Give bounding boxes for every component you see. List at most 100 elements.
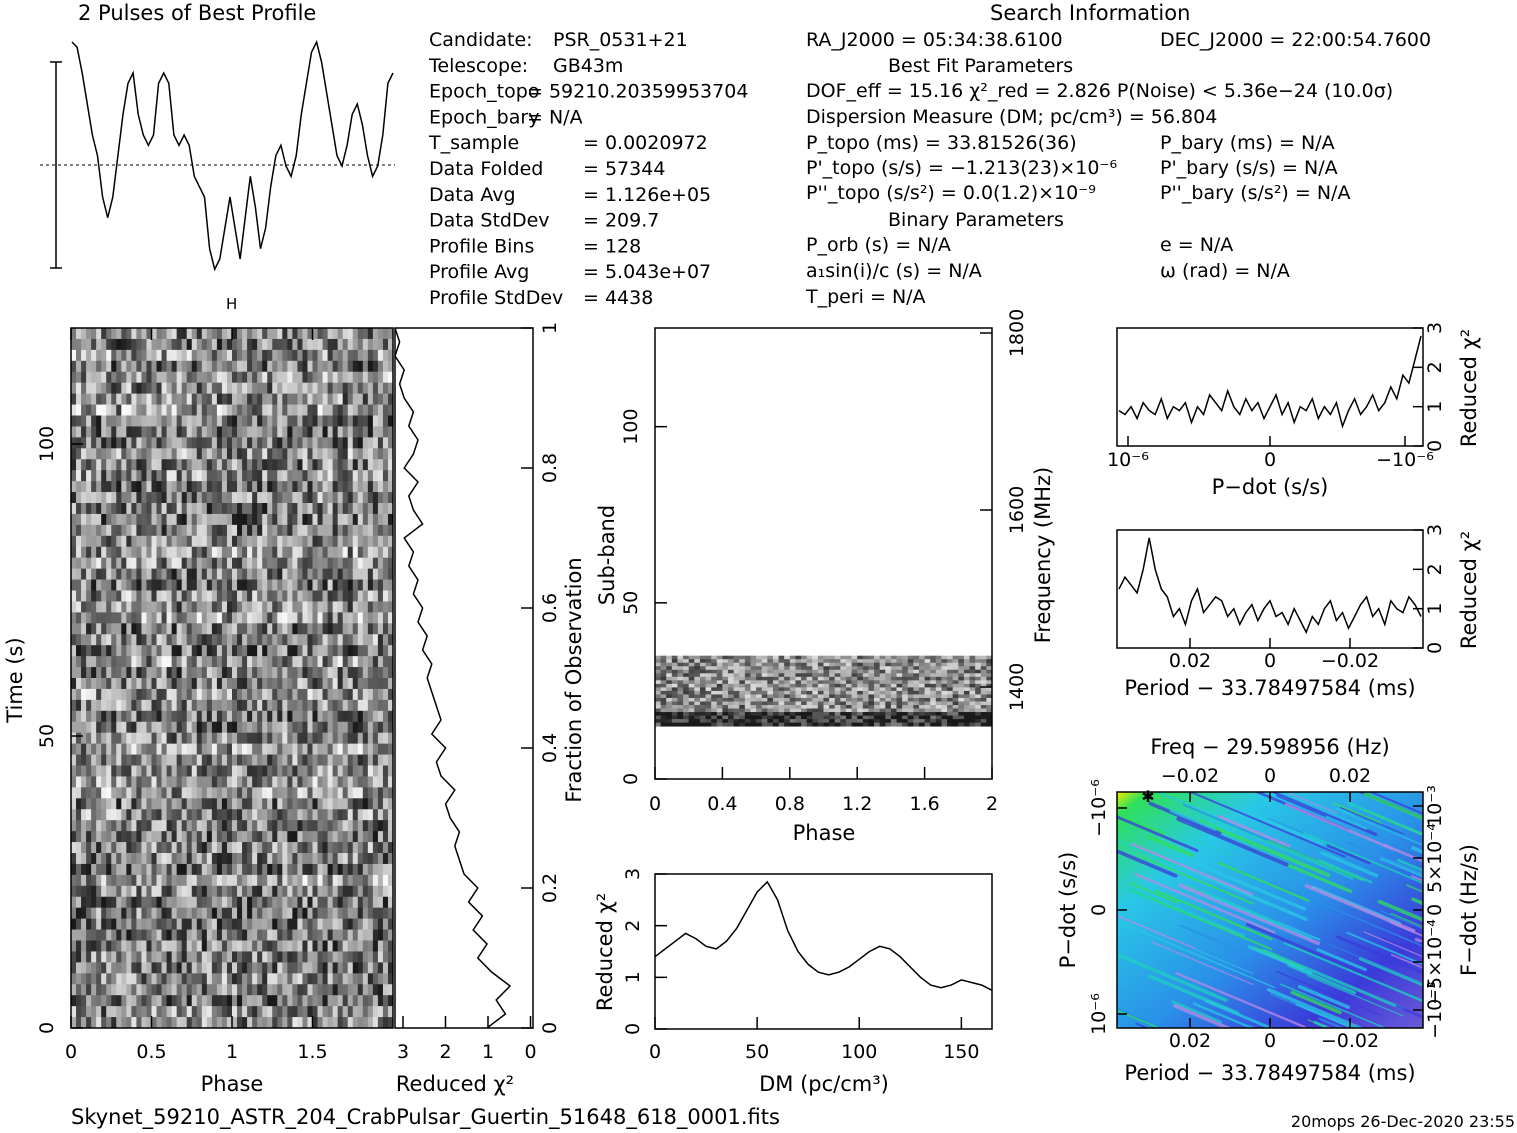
time-phase-cell	[332, 360, 339, 373]
info-left-value: PSR_0531+21	[553, 29, 688, 51]
time-phase-cell	[367, 601, 374, 613]
subband-cell	[683, 680, 690, 685]
time-phase-cell	[357, 929, 364, 941]
time-phase-cell	[277, 382, 283, 395]
time-phase-cell	[322, 360, 328, 373]
time-phase-cell	[362, 951, 369, 963]
time-phase-cell	[191, 776, 198, 788]
subband-cell	[705, 655, 712, 660]
time-phase-cell	[312, 842, 318, 854]
time-phase-cell	[226, 962, 233, 974]
time-phase-cell	[282, 732, 288, 745]
time-phase-cell	[161, 874, 167, 887]
time-phase-cell	[221, 929, 228, 941]
time-phase-cell	[156, 1006, 162, 1018]
subband-cell	[817, 680, 824, 685]
subband-cell	[733, 673, 740, 678]
time-phase-cell	[362, 1017, 369, 1029]
subband-cell	[986, 690, 993, 695]
time-phase-cell	[96, 929, 102, 941]
subband-cell	[739, 669, 746, 674]
subband-cell	[655, 701, 662, 706]
time-phase-cell	[146, 918, 152, 930]
time-phase-cell	[277, 634, 283, 646]
time-phase-cell	[337, 459, 344, 471]
subband-cell	[789, 669, 796, 674]
time-phase-cell	[86, 678, 92, 690]
time-phase-cell	[312, 328, 318, 340]
subband-cell	[784, 659, 791, 664]
time-phase-cell	[91, 710, 97, 723]
time-phase-cell	[347, 973, 354, 985]
time-phase-cell	[317, 612, 323, 624]
time-phase-cell	[71, 765, 77, 777]
time-phase-cell	[292, 907, 298, 920]
time-phase-cell	[342, 623, 349, 635]
time-phase-cell	[91, 645, 97, 657]
time-phase-cell	[81, 601, 87, 613]
time-phase-cell	[126, 492, 132, 504]
time-phase-cell	[161, 612, 167, 624]
time-phase-cell	[347, 743, 354, 755]
time-phase-cell	[116, 656, 122, 668]
time-phase-cell	[282, 743, 288, 755]
subband-cell	[711, 666, 718, 671]
time-phase-cell	[166, 1006, 173, 1018]
time-phase-cell	[232, 732, 238, 745]
time-phase-cell	[262, 820, 268, 832]
subband-cell	[739, 683, 746, 688]
time-phase-cell	[372, 503, 379, 515]
time-phase-cell	[221, 404, 228, 416]
time-phase-cell	[387, 393, 394, 405]
subband-cell	[963, 687, 970, 692]
time-phase-cell	[136, 557, 142, 570]
time-phase-cell	[327, 601, 334, 613]
time-phase-cell	[191, 896, 198, 909]
time-phase-cell	[327, 710, 334, 723]
time-phase-cell	[211, 973, 218, 985]
time-phase-cell	[141, 678, 147, 690]
time-phase-cell	[216, 863, 223, 876]
time-phase-cell	[382, 503, 389, 515]
time-phase-cell	[141, 1017, 147, 1029]
time-phase-cell	[232, 590, 238, 602]
time-phase-cell	[116, 623, 122, 635]
time-phase-cell	[312, 1006, 318, 1018]
time-phase-cell	[352, 328, 359, 340]
subband-cell	[699, 662, 706, 667]
time-phase-cell	[252, 688, 258, 701]
subband-cell	[896, 680, 903, 685]
time-phase-cell	[221, 535, 228, 548]
time-phase-cell	[86, 623, 92, 635]
time-phase-cell	[186, 688, 193, 701]
subband-cell	[963, 697, 970, 702]
time-phase-cell	[151, 426, 157, 438]
time-phase-cell	[287, 492, 293, 504]
time-phase-cell	[362, 853, 369, 865]
time-phase-cell	[176, 853, 183, 865]
time-phase-cell	[226, 404, 233, 416]
subband-cell	[744, 680, 751, 685]
time-phase-cell	[267, 360, 273, 373]
subband-cell	[728, 673, 735, 678]
time-phase-cell	[181, 1017, 188, 1029]
time-phase-cell	[307, 678, 313, 690]
subband-cell	[862, 669, 869, 674]
subband-cell	[728, 676, 735, 681]
time-phase-cell	[186, 1006, 193, 1018]
time-phase-cell	[372, 426, 379, 438]
chi-time-ytick-label: 1	[539, 322, 561, 334]
time-phase-cell	[387, 382, 394, 395]
time-phase-cell	[151, 765, 157, 777]
time-phase-cell	[362, 415, 369, 427]
time-phase-cell	[91, 732, 97, 745]
time-phase-cell	[216, 973, 223, 985]
time-phase-cell	[206, 448, 213, 460]
time-phase-cell	[101, 524, 107, 537]
time-phase-cell	[282, 437, 288, 449]
time-phase-cell	[106, 579, 112, 591]
time-phase-cell	[86, 1017, 92, 1029]
subband-cell	[879, 662, 886, 667]
time-phase-cell	[96, 535, 102, 548]
time-phase-cell	[176, 349, 183, 362]
